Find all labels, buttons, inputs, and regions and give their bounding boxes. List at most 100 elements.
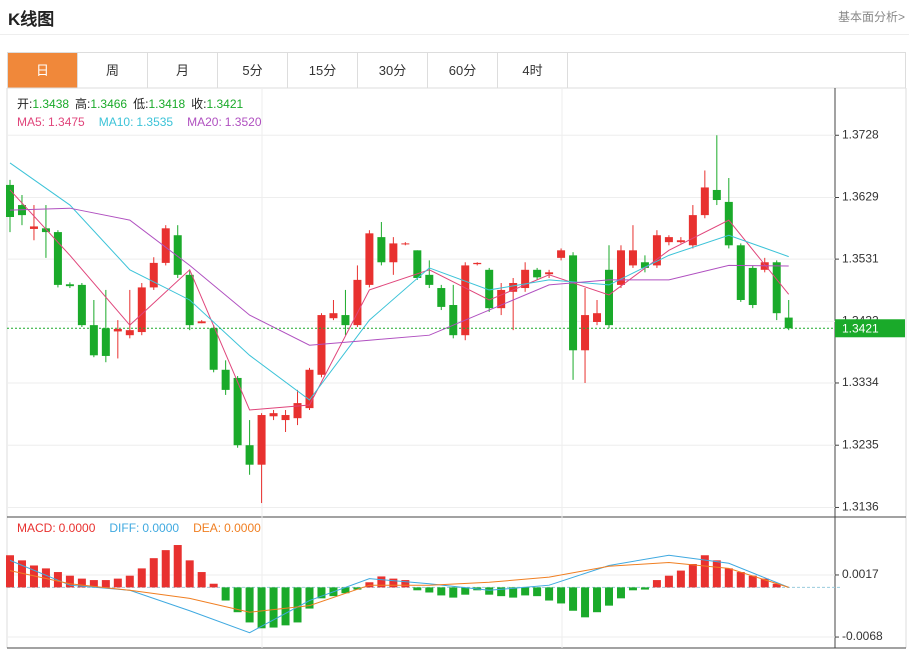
- legend-value: 1.3520: [225, 115, 262, 129]
- candle-body: [605, 269, 613, 326]
- fundamental-link[interactable]: 基本面分析>: [837, 10, 905, 24]
- macd-bar: [101, 580, 110, 588]
- legend-name: MA10:: [99, 115, 134, 129]
- candle-body: [509, 283, 518, 292]
- candle-body: [664, 237, 673, 243]
- info-label: 收:: [191, 97, 206, 111]
- candle-body: [137, 287, 146, 333]
- current-price-label: 1.3421: [842, 321, 879, 335]
- y-tick-label: 1.3531: [842, 251, 879, 265]
- info-value: 1.3438: [32, 97, 69, 111]
- candle-body: [748, 267, 757, 306]
- candle-body: [149, 262, 158, 288]
- tab[interactable]: 月: [148, 53, 218, 88]
- tab[interactable]: 15分: [288, 53, 358, 88]
- y-tick-label: 1.3629: [842, 190, 879, 204]
- tab[interactable]: 日: [8, 53, 78, 88]
- macd-bar: [389, 578, 398, 588]
- candle-body: [581, 315, 590, 351]
- macd-bar: [173, 545, 182, 588]
- tab[interactable]: 4时: [498, 53, 568, 88]
- macd-bar: [113, 578, 122, 588]
- info-label: 高:: [75, 96, 90, 111]
- macd-bar: [772, 583, 781, 588]
- macd-bar: [616, 587, 625, 599]
- candle-body: [425, 274, 434, 285]
- macd-bar: [377, 576, 386, 588]
- macd-bar: [125, 575, 134, 588]
- candle-body: [77, 284, 86, 326]
- y-tick-label: 1.3728: [842, 127, 879, 141]
- macd-bar: [736, 572, 745, 588]
- title: K线图: [8, 10, 55, 29]
- candle-body: [628, 250, 637, 266]
- current-price-box: [835, 319, 905, 338]
- candle-body: [317, 315, 326, 375]
- candle-body: [293, 403, 302, 419]
- macd-bar: [137, 568, 146, 588]
- macd-bar: [353, 587, 362, 590]
- candle-body: [640, 262, 649, 268]
- tab[interactable]: 5分: [218, 53, 288, 88]
- candle-body: [724, 201, 733, 246]
- macd-bar: [41, 568, 50, 588]
- candle-body: [688, 215, 697, 246]
- macd-bar: [281, 587, 290, 626]
- info-value: 1.3466: [90, 97, 127, 111]
- macd-bar: [652, 580, 661, 588]
- macd-bar: [485, 587, 494, 595]
- info-value: 1.3421: [206, 97, 243, 111]
- macd-bar: [581, 587, 590, 618]
- candle-body: [341, 315, 350, 326]
- macd-bar: [509, 587, 518, 598]
- ma-line: [9, 562, 789, 613]
- ma-line: [9, 554, 789, 634]
- candle-body: [161, 228, 170, 263]
- macd-bar: [760, 578, 769, 588]
- candle-body: [449, 305, 458, 336]
- candle-body: [461, 265, 470, 336]
- ma-line: [9, 207, 789, 346]
- macd-bar: [640, 587, 649, 590]
- candle-body: [269, 413, 278, 417]
- legend: MA5: 1.3475 MA10: 1.3535 MA20: 1.3520: [17, 115, 262, 129]
- legend-value: 1.3535: [136, 115, 173, 129]
- macd-bar: [317, 587, 326, 599]
- macd-bar: [593, 587, 602, 613]
- candle-body: [437, 288, 446, 307]
- candle-body: [557, 250, 566, 258]
- candle-body: [593, 313, 602, 322]
- legend-name: DIFF:: [109, 521, 139, 535]
- legend-name: MACD:: [17, 521, 56, 535]
- legend-name: MA20:: [187, 115, 222, 129]
- macd-bar: [269, 587, 278, 628]
- macd-bar: [521, 587, 530, 596]
- macd-bar: [6, 555, 14, 588]
- candle-body: [245, 445, 254, 465]
- candle-body: [89, 325, 98, 356]
- y-tick-label: 1.3136: [842, 500, 879, 514]
- tab[interactable]: 周: [78, 53, 148, 88]
- divider: [0, 34, 909, 35]
- candle-body: [377, 237, 386, 263]
- macd-bar: [712, 560, 721, 588]
- legend-name: MA5:: [17, 115, 45, 129]
- macd-bar: [437, 587, 446, 596]
- macd-bar: [676, 570, 685, 588]
- candle-body: [533, 269, 542, 278]
- candle-body: [41, 228, 50, 233]
- candle-body: [772, 262, 781, 314]
- ma-line: [9, 189, 790, 411]
- tab[interactable]: 30分: [358, 53, 428, 88]
- legend: MACD: 0.0000 DIFF: 0.0000 DEA: 0.0000: [17, 521, 261, 535]
- macd-bar: [161, 550, 170, 588]
- macd-bar: [461, 587, 470, 595]
- candle-body: [29, 226, 38, 229]
- tab[interactable]: 60分: [428, 53, 498, 88]
- macd-bar: [413, 587, 422, 591]
- macd-bar: [233, 587, 242, 613]
- macd-bar: [29, 565, 38, 588]
- macd-bar: [65, 575, 74, 588]
- candle-body: [209, 328, 218, 370]
